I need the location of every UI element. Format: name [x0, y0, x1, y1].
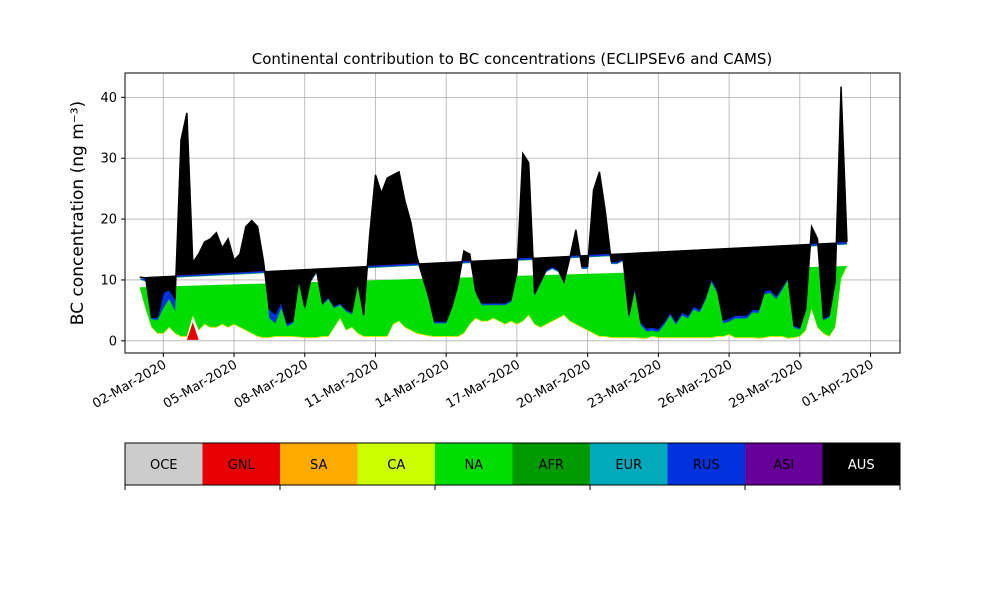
x-tick-label: 05-Mar-2020: [161, 357, 240, 411]
legend-swatch-oce: [125, 443, 203, 485]
legend-label-oce: OCE: [150, 458, 178, 473]
x-tick-label: 11-Mar-2020: [302, 357, 381, 411]
legend-label-rus: RUS: [693, 458, 720, 473]
y-tick-label: 20: [100, 213, 117, 228]
y-tick-label: 0: [109, 334, 117, 349]
x-tick-label: 17-Mar-2020: [444, 357, 523, 411]
x-tick-label: 08-Mar-2020: [232, 357, 311, 411]
x-tick-label: 14-Mar-2020: [373, 357, 452, 411]
chart-title: Continental contribution to BC concentra…: [252, 50, 773, 68]
x-tick-label: 23-Mar-2020: [585, 357, 664, 411]
plot-frame: [124, 72, 901, 354]
x-tick-label: 26-Mar-2020: [656, 357, 735, 411]
y-tick-label: 10: [100, 273, 117, 288]
total-line: [139, 86, 848, 330]
stacked-areas: [139, 86, 848, 340]
x-tick-label: 20-Mar-2020: [515, 357, 594, 411]
legend-swatch-gnl: [202, 443, 280, 485]
legend-label-na: NA: [464, 458, 483, 473]
x-tick-label: 02-Mar-2020: [90, 357, 169, 411]
legend-swatch-eur: [590, 443, 668, 485]
legend-label-ca: CA: [387, 458, 405, 473]
y-tick-label: 30: [100, 152, 117, 167]
x-tick-label: 29-Mar-2020: [727, 357, 806, 411]
legend-label-sa: SA: [310, 458, 327, 473]
legend-label-afr: AFR: [539, 458, 564, 473]
legend-swatch-sa: [280, 443, 358, 485]
legend-swatch-ca: [357, 443, 435, 485]
area-aus: [139, 86, 847, 329]
legend-frame: [124, 442, 901, 486]
legend-label-gnl: GNL: [228, 458, 256, 473]
legend-label-eur: EUR: [615, 458, 642, 473]
legend-label-asi: ASI: [773, 458, 794, 473]
legend-swatch-aus: [822, 443, 900, 485]
legend-label-aus: AUS: [848, 458, 875, 473]
legend-swatch-asi: [745, 443, 823, 485]
legend-swatch-afr: [512, 443, 590, 485]
y-axis-label: BC concentration (ng m⁻³): [68, 101, 88, 325]
legend-swatch-rus: [667, 443, 745, 485]
legend-colorbar: OCE GNL SA CA NA AFR EUR RUS ASI AUS: [124, 442, 901, 490]
legend-swatch-na: [435, 443, 513, 485]
x-tick-label: 01-Apr-2020: [799, 357, 876, 410]
y-tick-label: 40: [100, 91, 117, 106]
